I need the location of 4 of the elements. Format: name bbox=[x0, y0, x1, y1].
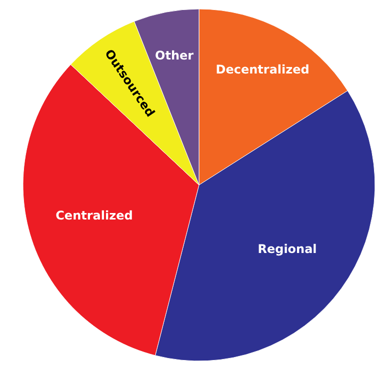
slice-label: Other bbox=[154, 48, 194, 62]
slice-label: Centralized bbox=[56, 208, 133, 222]
slice-label: Regional bbox=[258, 242, 317, 256]
slice-label: Decentralized bbox=[216, 62, 310, 76]
